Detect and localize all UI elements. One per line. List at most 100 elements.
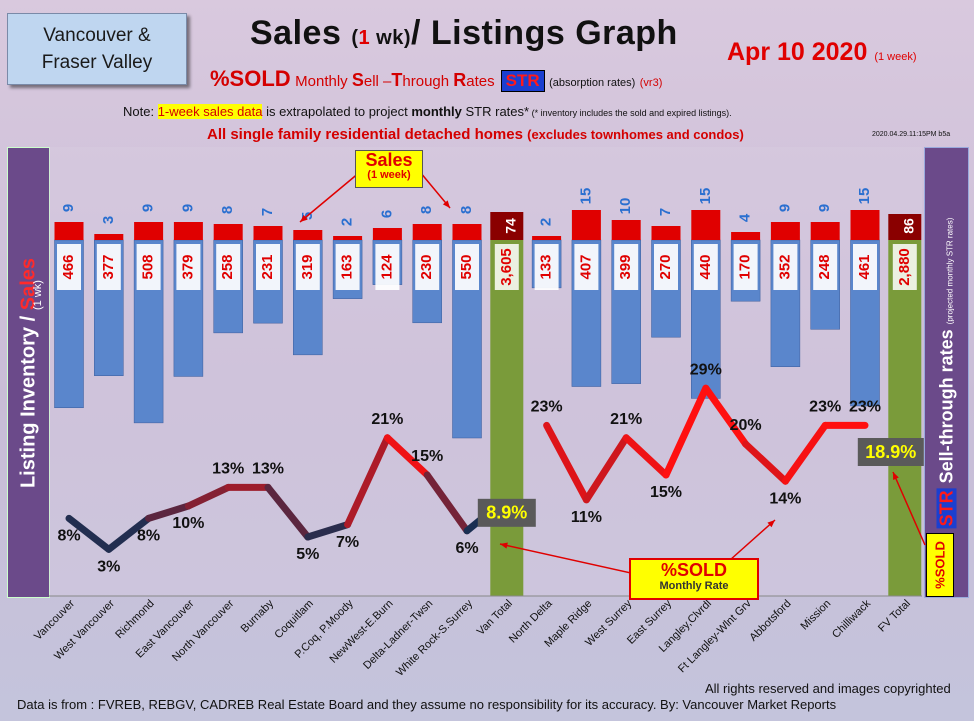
inventory-label-14: 399	[617, 254, 634, 279]
str-label-10: 6%	[455, 540, 478, 557]
inventory-label-13: 407	[577, 254, 594, 279]
x-tick-label-21: FV Total	[876, 598, 913, 635]
sales-bar-17	[731, 232, 761, 240]
sales-label-19: 9	[816, 204, 833, 212]
inventory-label-box-7	[335, 244, 360, 290]
str-label-4: 13%	[212, 461, 244, 478]
inventory-label-9: 230	[418, 254, 435, 279]
x-tick-label-18: Abbotsford	[747, 598, 793, 644]
sold-callout: %SOLD Monthly Rate	[629, 558, 759, 600]
inventory-label-4: 258	[219, 254, 236, 279]
inventory-label-box-2	[136, 244, 161, 290]
van-total-str: 8.9%	[486, 503, 527, 523]
logo-line1: Vancouver &	[43, 25, 151, 46]
sales-bar-14	[611, 220, 641, 240]
arrow-sold-fv	[729, 519, 776, 561]
sales-bar-6	[293, 230, 323, 240]
sales-bar-9	[412, 224, 442, 240]
total-sales-bar-11	[490, 212, 524, 240]
sales-label-13: 15	[577, 188, 594, 205]
arrow-sales-left-head	[300, 214, 308, 222]
arrow-sales-left	[299, 171, 361, 223]
sales-label-17: 4	[737, 213, 754, 222]
inventory-label-box-8	[375, 244, 400, 290]
inventory-label-box-5	[256, 244, 280, 290]
note-line: Note: 1-week sales data is extrapolated …	[123, 104, 732, 119]
x-tick-label-20: Chilliwack	[830, 597, 873, 640]
str-line-segment	[742, 440, 789, 485]
str-label-5: 13%	[252, 461, 284, 478]
str-line-segment	[543, 421, 590, 504]
fv-total-str: 18.9%	[865, 442, 916, 462]
str-label-19: 23%	[809, 399, 841, 416]
arrow-sales-right-head	[442, 200, 450, 208]
sales-bar-3	[173, 222, 203, 240]
sales-label-20: 15	[856, 188, 873, 205]
str-label-17: 20%	[730, 417, 762, 434]
data-source: Data is from : FVREB, REBGV, CADREB Real…	[17, 697, 837, 712]
str-line-segment	[65, 514, 113, 553]
inventory-label-8: 124	[378, 254, 395, 280]
sales-bar-12	[532, 236, 562, 240]
str-line-segment	[264, 483, 312, 541]
sales-bar-19	[810, 222, 840, 240]
sales-bar-15	[651, 226, 681, 240]
str-label-16: 29%	[690, 361, 722, 378]
inventory-label-11: 3,605	[498, 248, 515, 286]
arrow-side-fv	[892, 471, 926, 546]
str-line-segment	[423, 471, 471, 535]
inventory-label-18: 352	[776, 254, 793, 279]
str-label-13: 11%	[571, 509, 602, 526]
page-title: Sales (1 wk)/ Listings Graph	[250, 14, 678, 52]
subtitle: %SOLD Monthly Sell –Through Rates STR (ab…	[210, 66, 663, 92]
str-label-1: 3%	[97, 559, 120, 576]
sales-label-12: 2	[538, 218, 555, 226]
sales-bar-10	[452, 224, 482, 240]
inventory-label-box-12	[534, 244, 559, 290]
logo-line2: Fraser Valley	[41, 52, 153, 73]
str-line-segment	[781, 421, 829, 485]
inventory-label-box-14	[614, 244, 639, 290]
total-bar-21	[888, 240, 922, 596]
str-label-3: 10%	[172, 515, 204, 532]
sales-label-1: 3	[100, 216, 117, 224]
timestamp: 2020.04.29.11:15PM b5a	[872, 131, 951, 138]
inventory-label-10: 550	[458, 254, 475, 279]
inventory-label-box-20	[853, 244, 877, 290]
str-label-15: 15%	[650, 484, 682, 501]
inventory-label-2: 508	[140, 254, 157, 279]
report-date: Apr 10 2020 (1 week)	[727, 38, 917, 66]
sales-bar-5	[253, 226, 283, 240]
sales-label-14: 10	[617, 198, 634, 215]
copyright: All rights reserved and images copyright…	[705, 681, 951, 696]
str-label-20: 23%	[849, 399, 881, 416]
x-tick-label-5: Burnaby	[239, 597, 277, 635]
sales-label-5: 7	[259, 208, 276, 216]
inventory-label-box-19	[813, 244, 838, 290]
inventory-label-12: 133	[538, 254, 555, 279]
inventory-label-19: 248	[816, 254, 833, 279]
str-line-segment	[105, 514, 153, 553]
inventory-label-box-18	[773, 244, 798, 290]
inventory-label-box-13	[574, 244, 599, 290]
x-tick-label-11: Van Total	[475, 598, 515, 638]
inventory-label-box-1	[96, 244, 121, 290]
total-sales-bar-21	[888, 214, 922, 240]
str-label-9: 15%	[411, 448, 443, 465]
van-total-str-box	[477, 498, 536, 527]
inventory-label-box-0	[57, 244, 81, 290]
inventory-label-box-11	[494, 244, 519, 290]
left-axis-panel: Listing Inventory / Sales (1 wk)	[7, 147, 50, 598]
str-line-segment	[184, 483, 232, 510]
inventory-label-box-21	[892, 244, 917, 290]
sales-bar-18	[770, 222, 800, 240]
str-line-segment	[304, 521, 352, 541]
sales-bar-7	[333, 236, 363, 240]
inventory-label-box-16	[693, 244, 718, 290]
str-line-segment	[622, 434, 670, 479]
inventory-label-box-15	[654, 244, 678, 290]
inventory-label-box-17	[733, 244, 758, 290]
sales-label-2: 9	[140, 204, 157, 212]
inventory-label-box-9	[415, 244, 440, 290]
